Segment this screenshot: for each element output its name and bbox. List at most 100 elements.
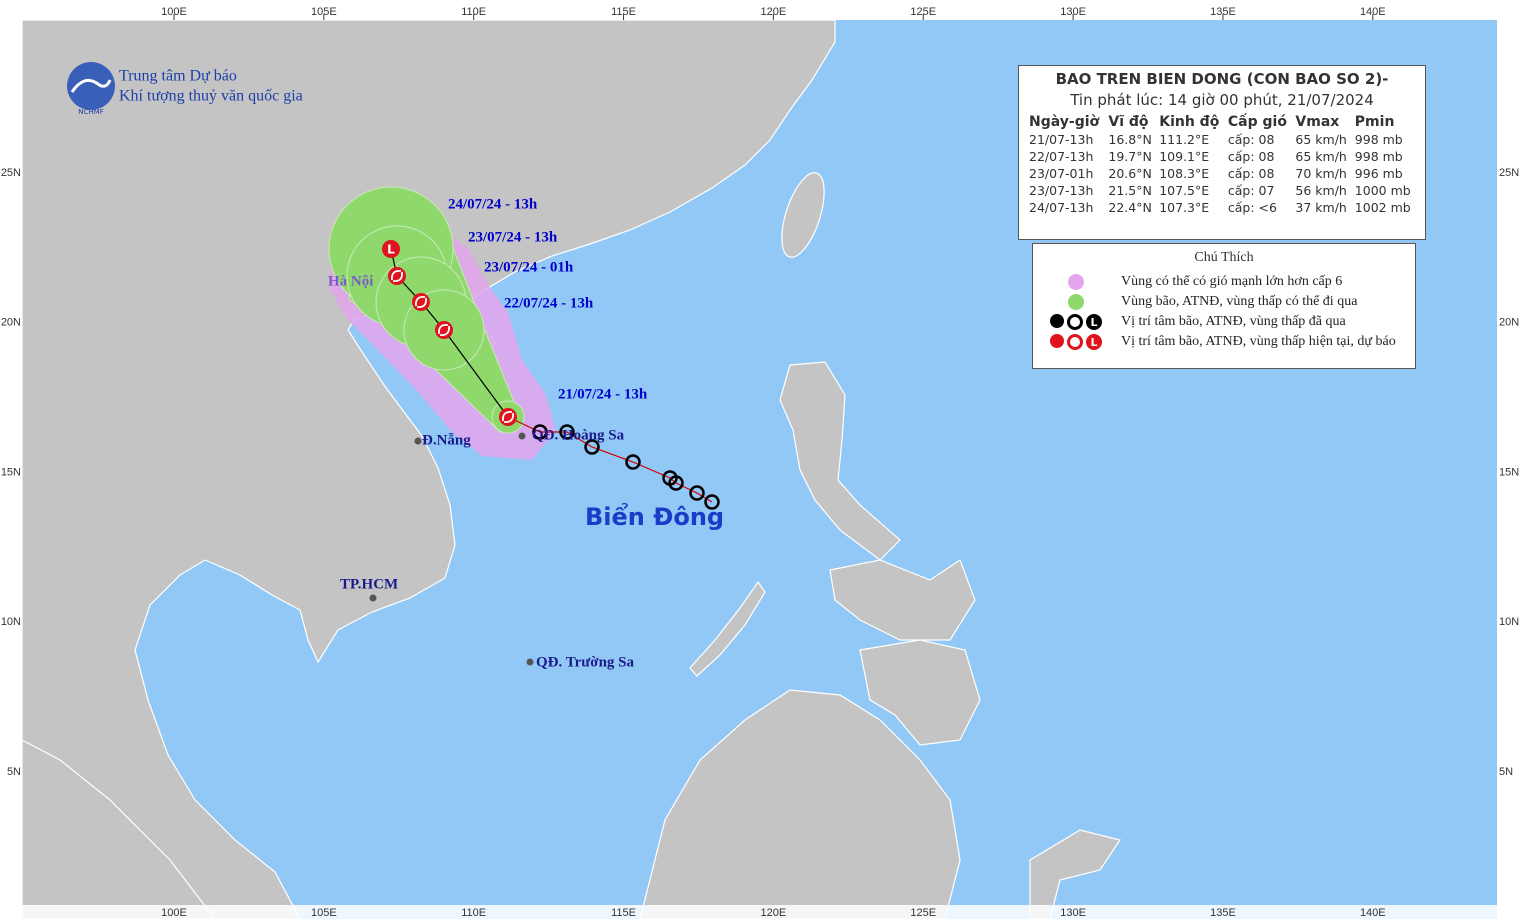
header: NCHMF Trung tâm Dự báo Khí tượng thuỷ văn … — [67, 62, 303, 116]
table-cell: 108.3°E — [1159, 166, 1210, 181]
lon-label: 135E — [1210, 907, 1236, 919]
past-position — [559, 424, 575, 440]
place-label: TP.HCM — [340, 576, 398, 592]
past-position — [625, 454, 641, 470]
sumatra — [21, 739, 216, 919]
legend-text: Vị trí tâm bão, ATNĐ, vùng thấp hiện tại… — [1121, 334, 1396, 349]
legend-icon: L — [1086, 314, 1102, 330]
table-cell: 56 km/h — [1295, 183, 1347, 198]
table-cell: 65 km/h — [1295, 149, 1347, 164]
org-name: Trung tâm Dự báo — [119, 68, 237, 85]
table-cell: 107.5°E — [1159, 183, 1210, 198]
place-label: Đ.Nẵng — [422, 432, 471, 448]
legend-icon — [1067, 314, 1083, 330]
logo-wave — [70, 78, 112, 93]
legend-icon: L — [1086, 334, 1102, 350]
table-row: 23/07-13h 21.5°N 107.5°E cấp: 07 56 km/h 1000… — [1027, 182, 1417, 199]
lon-label: 105E — [311, 907, 337, 919]
column-header: Pmin — [1354, 114, 1395, 130]
table-row: 23/07-01h 20.6°N 108.3°E cấp: 08 70 km/h 996 … — [1027, 165, 1417, 182]
storm-swirl — [415, 296, 427, 308]
past-position — [668, 475, 684, 491]
bulletin-title: BAO TREN BIEN DONG (CON BAO SO 2)- — [1055, 70, 1389, 88]
taiwan — [781, 172, 825, 258]
lat-label: 5N — [1499, 766, 1513, 778]
palawan — [689, 580, 766, 677]
place-dot — [526, 658, 534, 666]
lon-label: 115E — [611, 6, 636, 18]
lat-label: 10N — [1499, 616, 1519, 628]
borneo — [639, 689, 961, 919]
lon-label: 110E — [461, 907, 486, 919]
table-body: 21/07-13h 16.8°N 111.2°E cấp: 08 65 km/h 998 … — [1027, 131, 1417, 216]
low-position — [382, 240, 400, 258]
lon-label: 110E — [461, 6, 486, 18]
column-header: Cấp gió — [1227, 114, 1287, 130]
lon-label: 120E — [761, 6, 787, 18]
legend-text: Vị trí tâm bão, ATNĐ, vùng thấp đã qua — [1121, 314, 1346, 329]
table-header: Ngày-giờ Vĩ độ Kinh độ Cấp gió Vmax Pmin — [1027, 113, 1417, 131]
track-label: 22/07/24 - 13h — [504, 295, 594, 311]
table-cell: 22/07-13h — [1029, 149, 1094, 164]
legend-swatch — [1068, 294, 1084, 310]
table-cell: cấp: 08 — [1227, 132, 1275, 147]
legend-text: Vùng có thể có gió mạnh lớn hơn cấp 6 — [1121, 274, 1343, 289]
lon-label: 140E — [1360, 6, 1386, 18]
place-label: QĐ. Trường Sa — [536, 654, 635, 670]
column-header: Ngày-giờ — [1029, 114, 1100, 130]
lon-label: 130E — [1060, 6, 1086, 18]
place-dot — [414, 437, 422, 445]
past-position — [584, 439, 600, 455]
legend-icon — [1067, 334, 1083, 350]
table-row: 21/07-13h 16.8°N 111.2°E cấp: 08 65 km/h 998 … — [1027, 131, 1417, 148]
place-label: Hà Nội — [328, 273, 373, 289]
table-cell: 998 mb — [1354, 132, 1403, 147]
sea-label: Biển Đông — [585, 501, 724, 531]
visayas — [829, 559, 976, 641]
table-cell: cấp: <6 — [1227, 200, 1277, 215]
table-cell: cấp: 08 — [1227, 149, 1275, 164]
legend-item: Vùng bão, ATNĐ, vùng thấp có thể đi qua — [1041, 292, 1407, 312]
place-dot — [369, 594, 377, 602]
table-cell: 111.2°E — [1159, 132, 1210, 147]
table-row: 24/07-13h 22.4°N 107.3°E cấp: <6 37 km/h 1002… — [1027, 199, 1417, 216]
top-strip — [0, 0, 1519, 20]
past-position — [532, 424, 548, 440]
track-label: 23/07/24 - 01h — [484, 259, 574, 275]
legend-box: Chú Thích Vùng có thể có gió mạnh lớn hơ… — [1032, 243, 1416, 369]
table-cell: 109.1°E — [1159, 149, 1210, 164]
legend-item: L Vị trí tâm bão, ATNĐ, vùng thấp đã qua — [1041, 312, 1407, 332]
lat-label: 20N — [1, 317, 21, 329]
column-header: Vmax — [1295, 114, 1340, 130]
bulletin-box: BAO TREN BIEN DONG (CON BAO SO 2)- Tin p… — [1018, 65, 1426, 240]
table-cell: 22.4°N — [1108, 200, 1152, 215]
table-cell: 37 km/h — [1295, 200, 1347, 215]
legend-symbol: L — [1041, 314, 1111, 330]
lat-label: 20N — [1499, 317, 1519, 329]
mainland — [21, 19, 836, 919]
column-header: Kinh độ — [1159, 114, 1220, 130]
table-row: 22/07-13h 19.7°N 109.1°E cấp: 08 65 km/h 998 … — [1027, 148, 1417, 165]
lat-label: 5N — [7, 766, 21, 778]
place-label: QĐ. Hoàng Sa — [532, 427, 625, 443]
labels: 24/07/24 - 13h 23/07/24 - 13h 23/07/24 - 0… — [328, 196, 724, 670]
table-cell: 24/07-13h — [1029, 200, 1094, 215]
track-label: 24/07/24 - 13h — [448, 196, 538, 212]
logo-text: NCHMF — [78, 108, 103, 116]
past-position — [704, 494, 720, 510]
lat-label: 15N — [1, 466, 21, 478]
table-cell: 107.3°E — [1159, 200, 1210, 215]
lon-label: 100E — [161, 6, 187, 18]
track-label: 23/07/24 - 13h — [468, 229, 558, 245]
lat-label: 25N — [1499, 167, 1519, 179]
legend-icon — [1050, 334, 1064, 348]
table-cell: 21.5°N — [1108, 183, 1152, 198]
legend-symbol — [1041, 294, 1111, 310]
table-cell: 21/07-13h — [1029, 132, 1094, 147]
table-cell: 998 mb — [1354, 149, 1403, 164]
lon-label: 120E — [761, 907, 787, 919]
table-cell: 1002 mb — [1354, 200, 1411, 215]
lat-label: 15N — [1499, 466, 1519, 478]
table-cell: 20.6°N — [1108, 166, 1152, 181]
legend-symbol: L — [1041, 334, 1111, 350]
